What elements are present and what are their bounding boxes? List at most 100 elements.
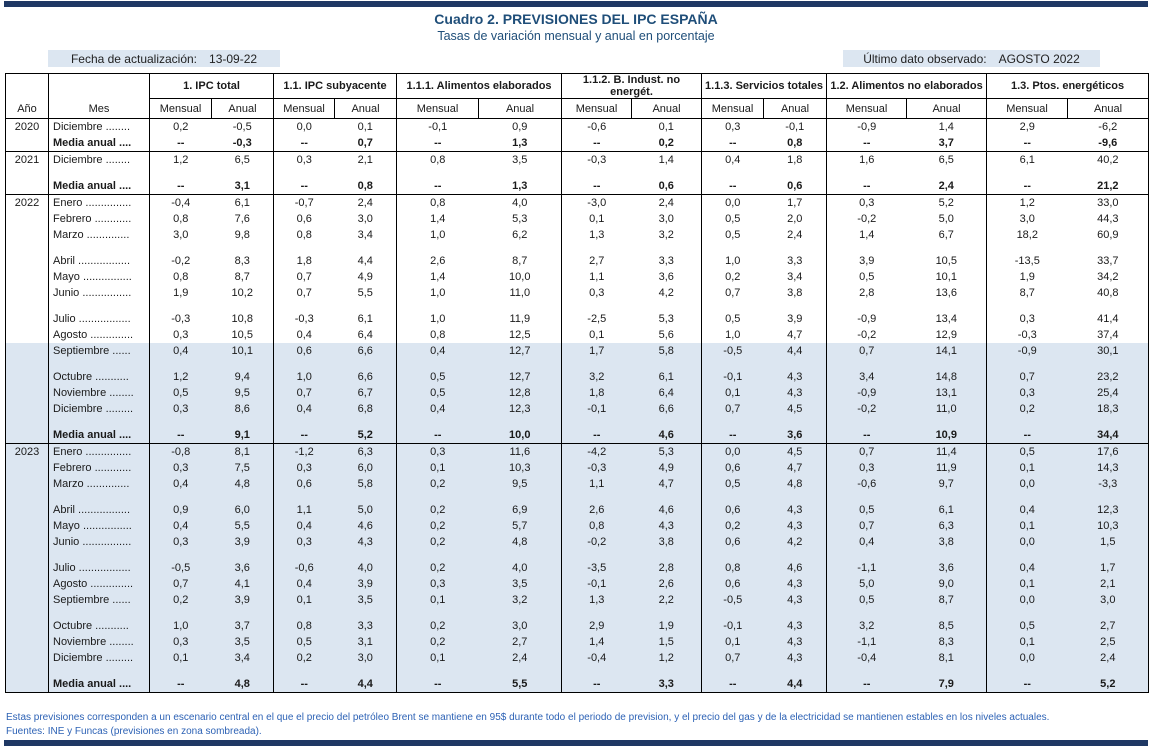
value-cell — [701, 492, 764, 502]
subcolumn-header: Mensual — [986, 98, 1068, 119]
value-cell: 0,3 — [273, 151, 335, 168]
value-cell: -3,5 — [561, 560, 632, 576]
value-cell: 13,4 — [935, 313, 957, 325]
table-row: Septiembre ...... 0,2 3,9 0,1 3,5 0,1 3,2 1,3 2,… — [5, 592, 1149, 608]
value-cell: 0,3 — [986, 311, 1068, 327]
month-cell: Abril ................. — [53, 255, 131, 267]
value-cell: 0,8 — [149, 211, 212, 227]
table-row: Media anual .... -- -0,3 -- 0,7 -- 1,3 -- 0,2 -- 0… — [5, 135, 1149, 152]
value-cell: 2,9 — [986, 118, 1068, 135]
value-cell: 2,7 — [1067, 618, 1149, 634]
value-cell — [149, 492, 212, 502]
spacer-row — [5, 417, 1149, 427]
value-cell: -0,1 — [701, 369, 764, 385]
value-cell: 1,4 — [631, 151, 702, 168]
value-cell — [273, 168, 335, 178]
value-cell: 6,6 — [631, 401, 702, 417]
value-cell: 0,5 — [701, 211, 764, 227]
value-cell: 1,4 — [396, 211, 479, 227]
info-row: Fecha de actualización: 13-09-22 Último … — [0, 50, 1152, 68]
value-cell: 0,6 — [701, 576, 764, 592]
subcolumn-header: Anual — [906, 98, 987, 119]
value-cell: 3,6 — [658, 271, 674, 283]
page-subtitle: Tasas de variación mensual y anual en po… — [437, 29, 715, 43]
value-cell: 0,9 — [478, 118, 562, 135]
value-cell: 0,5 — [826, 269, 907, 285]
value-cell: 18,2 — [986, 227, 1068, 243]
value-cell: 1,2 — [986, 194, 1068, 211]
value-cell — [631, 550, 702, 560]
table-row: Abril ................. 0,9 6,0 1,1 5,0 0,2 6,… — [5, 502, 1149, 518]
value-cell: 4,2 — [763, 534, 827, 550]
value-cell: 4,2 — [658, 287, 674, 299]
value-cell: 0,3 — [273, 534, 335, 550]
value-cell: 0,2 — [396, 518, 479, 534]
value-cell: 8,3 — [234, 255, 250, 267]
value-cell: 7,6 — [234, 213, 250, 225]
value-cell: -13,5 — [986, 253, 1068, 269]
table-row: Septiembre ...... 0,4 10,1 0,6 6,6 0,4 12,7 1,7… — [5, 343, 1149, 359]
value-cell — [1067, 666, 1149, 676]
value-cell: 0,4 — [396, 343, 479, 359]
value-cell: 0,6 — [273, 211, 335, 227]
value-cell — [764, 243, 827, 253]
year-cell — [5, 502, 49, 518]
year-cell — [5, 427, 49, 444]
month-cell: Diciembre ......... — [48, 650, 150, 666]
value-cell: 14,1 — [906, 343, 987, 359]
value-cell: 8,6 — [211, 401, 274, 417]
value-cell: 2,6 — [396, 253, 479, 269]
value-cell: 3,6 — [211, 560, 274, 576]
value-cell: 0,2 — [396, 476, 479, 492]
value-cell — [273, 301, 335, 311]
value-cell: -- — [826, 427, 907, 444]
value-cell: -- — [986, 135, 1068, 152]
value-cell — [335, 168, 397, 178]
value-cell: 1,0 — [149, 618, 212, 634]
value-cell — [561, 417, 632, 427]
value-cell: 4,4 — [357, 255, 373, 267]
value-cell — [211, 666, 274, 676]
value-cell: 2,4 — [938, 180, 954, 192]
value-cell: 6,9 — [478, 502, 562, 518]
value-cell: -0,4 — [149, 194, 212, 211]
value-cell: 1,8 — [273, 253, 335, 269]
value-cell: 10,3 — [478, 460, 562, 476]
value-cell — [764, 301, 827, 311]
spacer-row — [5, 492, 1149, 502]
value-cell: 3,9 — [787, 313, 803, 325]
table-row: Marzo .............. 0,4 4,8 0,6 5,8 0,2 9,5 1,… — [5, 476, 1149, 492]
value-cell: 0,4 — [149, 343, 212, 359]
value-cell — [335, 301, 397, 311]
value-cell: 0,4 — [273, 401, 335, 417]
month-cell: Octubre ........... — [48, 369, 150, 385]
value-cell: 0,8 — [273, 227, 335, 243]
year-block: 2020 Diciembre ........ 0,2 -0,5 0,0 0,1 -0,1 0… — [5, 118, 1149, 152]
value-cell: -3,3 — [1067, 476, 1149, 492]
value-cell: 5,8 — [334, 476, 397, 492]
value-cell — [763, 666, 827, 676]
month-cell — [48, 359, 150, 369]
value-cell: 0,4 — [986, 502, 1068, 518]
year-cell: 2023 — [5, 443, 49, 460]
value-cell: 0,1 — [396, 650, 479, 666]
value-cell — [701, 417, 764, 427]
month-cell: Mayo ................ — [53, 271, 132, 283]
value-cell — [478, 359, 562, 369]
page-title: Cuadro 2. PREVISIONES DEL IPC ESPAÑA — [434, 11, 718, 27]
year-cell — [5, 269, 49, 285]
value-cell: 11,0 — [906, 401, 987, 417]
table-row: Octubre ........... 1,2 9,4 1,0 6,6 0,5 12,7 3,… — [5, 369, 1149, 385]
value-cell: 0,4 — [149, 518, 212, 534]
year-cell — [5, 359, 49, 369]
value-cell: 5,7 — [478, 518, 562, 534]
value-cell — [986, 359, 1068, 369]
value-cell — [561, 243, 632, 253]
spacer-row — [5, 168, 1149, 178]
value-cell: 3,2 — [826, 618, 907, 634]
column-group-header: 1.1.2. B. Indust. no energét. — [561, 73, 702, 99]
value-cell: -- — [149, 178, 212, 195]
year-cell — [5, 576, 49, 592]
value-cell: 4,7 — [787, 329, 803, 341]
value-cell: 0,5 — [701, 227, 764, 243]
